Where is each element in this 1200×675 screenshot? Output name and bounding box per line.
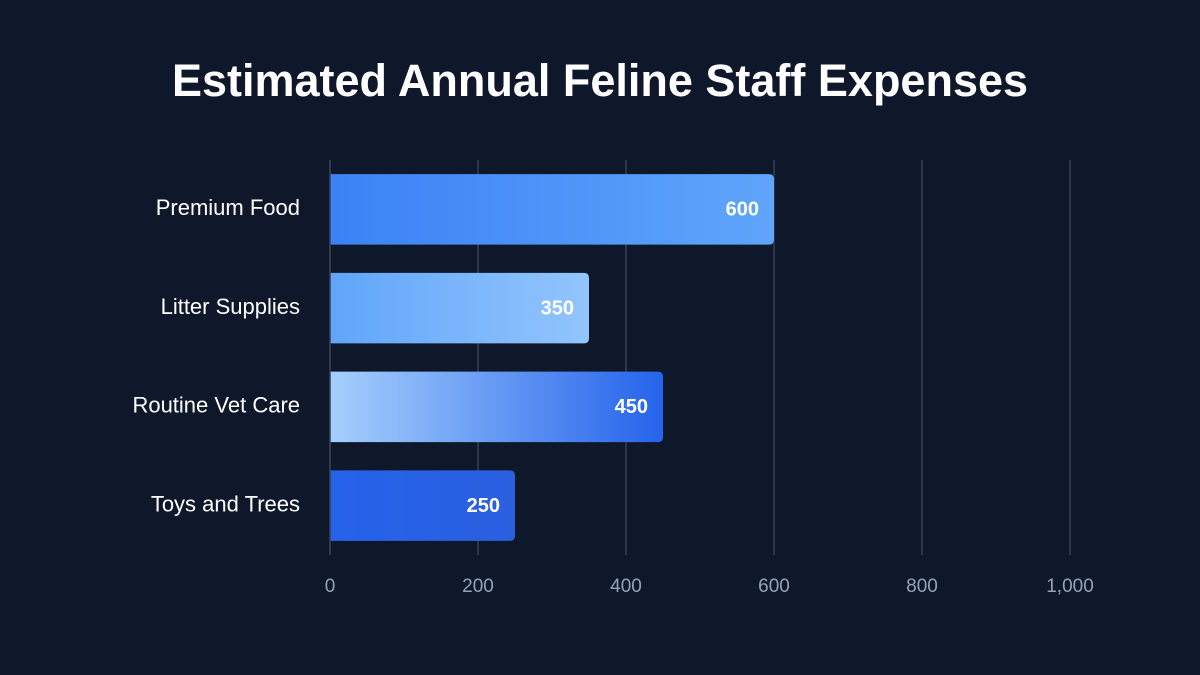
bar — [330, 470, 515, 541]
value-label: 250 — [467, 495, 500, 517]
x-tick-label: 400 — [610, 576, 642, 597]
value-label: 600 — [726, 199, 759, 221]
bar — [330, 174, 774, 245]
x-tick-label: 200 — [462, 576, 494, 597]
chart-title: Estimated Annual Feline Staff Expenses — [172, 55, 1028, 106]
bar — [330, 371, 663, 443]
x-tick-label: 600 — [758, 576, 790, 597]
y-tick-label: Routine Vet Care — [132, 393, 300, 418]
y-tick-label: Toys and Trees — [151, 491, 300, 516]
x-tick-label: 1,000 — [1046, 576, 1094, 597]
y-tick-label: Litter Supplies — [161, 294, 300, 319]
value-label: 350 — [541, 297, 574, 319]
y-tick-label: Premium Food — [156, 195, 300, 220]
bar — [330, 272, 589, 344]
value-label: 450 — [615, 396, 648, 418]
x-tick-label: 800 — [906, 576, 938, 597]
x-tick-label: 0 — [325, 576, 336, 597]
